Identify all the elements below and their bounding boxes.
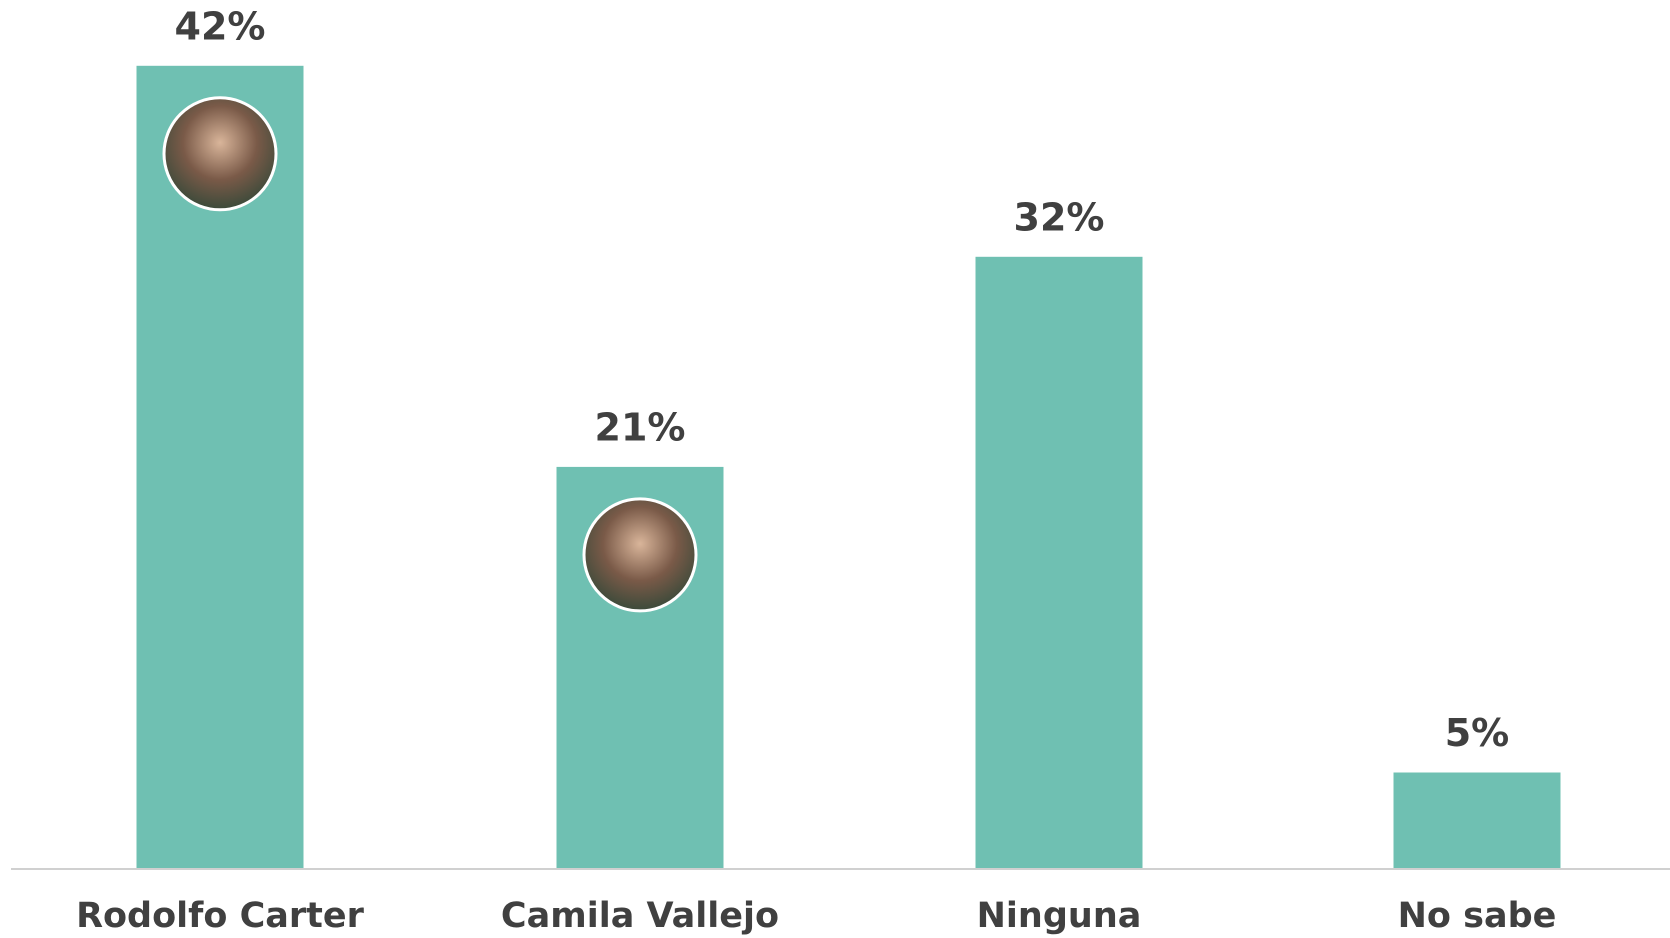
category-label: Camila Vallejo <box>501 896 779 936</box>
bar <box>976 257 1143 868</box>
value-label: 42% <box>175 4 266 48</box>
chart: 42% Rodolfo Carter 21% Camila Vallejo 32% Nin… <box>0 0 1670 938</box>
candidate-photo <box>584 499 696 611</box>
category-label: No sabe <box>1398 896 1557 936</box>
page: {"chart_data": {"type": "bar", "categori… <box>0 0 1670 938</box>
candidate-photo <box>164 98 276 210</box>
bar <box>1394 773 1561 869</box>
value-label: 32% <box>1014 195 1105 239</box>
category-label: Rodolfo Carter <box>76 896 365 936</box>
value-label: 21% <box>595 405 686 449</box>
value-label: 5% <box>1445 711 1510 755</box>
category-label: Ninguna <box>977 896 1142 936</box>
